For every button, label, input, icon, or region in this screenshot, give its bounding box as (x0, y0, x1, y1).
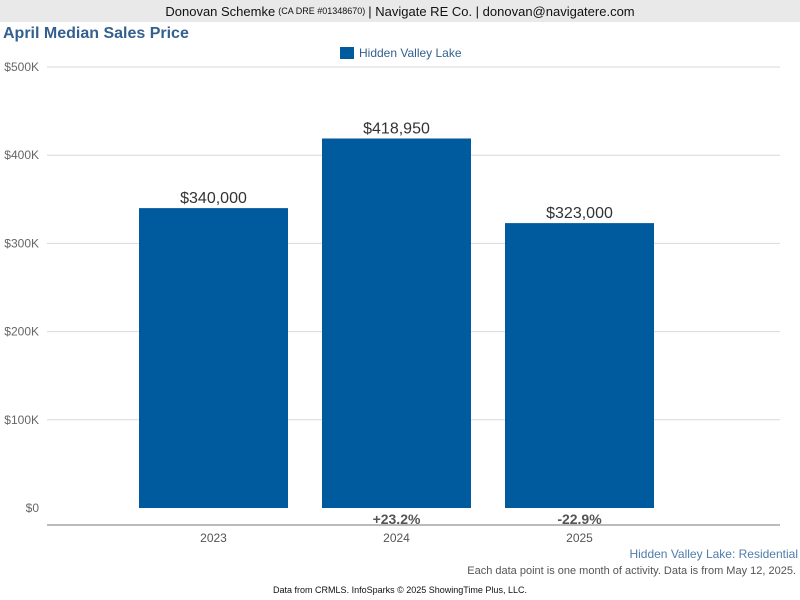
change-label: +23.2% (373, 511, 421, 527)
agent-header-bar: Donovan Schemke (CA DRE #01348670) | Nav… (0, 0, 800, 22)
y-tick-label: $0 (26, 501, 40, 515)
x-tick-label: 2025 (566, 531, 593, 545)
legend-label: Hidden Valley Lake (359, 46, 462, 60)
bar-2023 (139, 208, 288, 508)
bar-2024 (322, 138, 471, 509)
chart-title: April Median Sales Price (3, 25, 189, 42)
bar-value-label: $418,950 (363, 120, 430, 137)
bar-value-label: $340,000 (180, 190, 247, 207)
x-tick-label: 2023 (200, 531, 227, 545)
y-tick-label: $400K (4, 148, 39, 162)
footer-credit: Data from CRMLS. InfoSparks © 2025 Showi… (273, 585, 527, 595)
data-note: Each data point is one month of activity… (467, 565, 796, 577)
legend-swatch (340, 47, 354, 59)
y-tick-label: $300K (4, 236, 39, 250)
chart-legend[interactable]: Hidden Valley Lake (340, 46, 462, 60)
agent-company-contact: | Navigate RE Co. | donovan@navigatere.c… (368, 3, 635, 19)
agent-name: Donovan Schemke (165, 3, 276, 19)
y-tick-label: $100K (4, 413, 39, 427)
change-label: -22.9% (557, 511, 602, 527)
y-tick-label: $500K (4, 60, 39, 74)
y-tick-label: $200K (4, 325, 39, 339)
agent-license: (CA DRE #01348670) (278, 6, 366, 16)
bar-value-label: $323,000 (546, 205, 613, 222)
series-label[interactable]: Hidden Valley Lake: Residential (629, 547, 798, 561)
bar-2025 (505, 223, 654, 508)
x-tick-label: 2024 (383, 531, 410, 545)
